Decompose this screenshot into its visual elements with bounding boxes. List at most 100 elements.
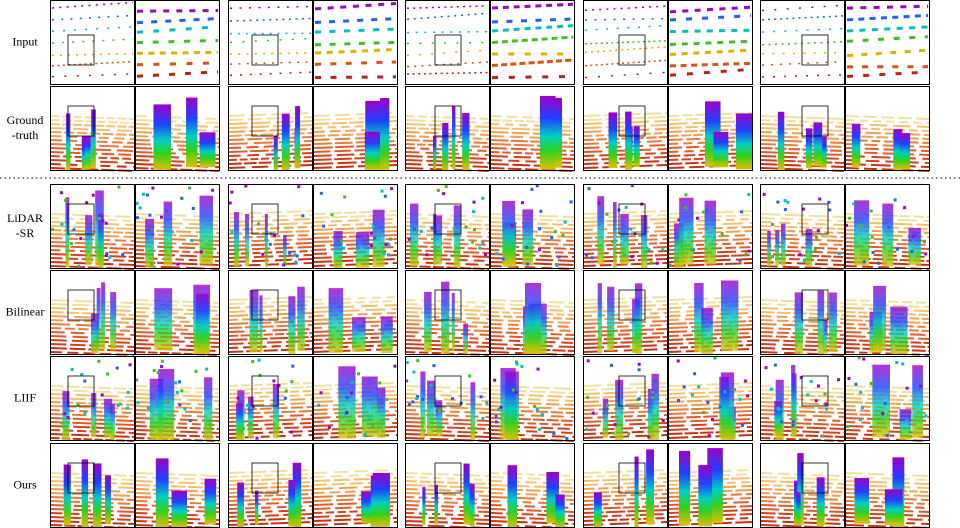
panel: [50, 270, 135, 356]
noise-point: [244, 184, 248, 188]
noise-point: [205, 367, 209, 371]
scan-line: [135, 115, 220, 120]
object-points: [597, 196, 605, 265]
noise-point: [682, 385, 686, 389]
object-points: [427, 380, 435, 437]
zoom-box: [801, 375, 829, 407]
noise-point: [319, 391, 323, 395]
noise-point: [690, 393, 694, 397]
panel: [405, 0, 490, 85]
panel-border: [405, 184, 490, 269]
noise-point: [261, 252, 265, 256]
panel: [135, 184, 220, 270]
noise-point: [813, 248, 817, 252]
object-points: [91, 393, 97, 437]
scan-line: [405, 500, 490, 505]
scan-line: [228, 234, 313, 239]
scan-line: [50, 520, 135, 525]
panel-bg: [313, 0, 398, 85]
noise-point: [514, 390, 518, 394]
noise-point: [611, 431, 615, 435]
noise-point: [147, 406, 151, 410]
scan-line: [405, 508, 490, 513]
scan-line: [845, 115, 930, 120]
object-points: [281, 113, 290, 171]
noise-point: [438, 409, 442, 413]
noise-point: [511, 388, 515, 392]
scan-line: [846, 70, 929, 78]
panel: [583, 443, 668, 528]
noise-point: [188, 186, 192, 190]
scan-line: [668, 406, 753, 411]
scan-line: [845, 307, 930, 312]
noise-point: [452, 227, 456, 231]
scan-line: [314, 47, 397, 55]
object-points: [110, 292, 117, 351]
noise-point: [630, 255, 634, 259]
scan-line: [405, 143, 490, 148]
scan-line: [583, 348, 668, 353]
object-points: [797, 453, 804, 525]
scan-line: [583, 250, 668, 255]
noise-point: [350, 381, 354, 385]
zoom-box: [67, 105, 95, 137]
panel: [583, 86, 668, 171]
noise-point: [606, 404, 610, 408]
noise-point: [702, 210, 706, 214]
scan-line: [405, 488, 490, 493]
object-points: [912, 365, 923, 438]
scan-line: [490, 488, 575, 493]
object-points: [822, 319, 828, 354]
panel-border: [490, 184, 575, 269]
noise-point: [393, 364, 397, 368]
noise-point: [178, 380, 182, 384]
panel-border: [583, 0, 668, 85]
scan-line: [405, 245, 490, 250]
scan-line: [490, 496, 575, 501]
object-points: [171, 490, 188, 528]
panel-border: [50, 270, 135, 355]
scan-line: [405, 155, 490, 160]
scan-line: [668, 414, 753, 419]
scan-line: [405, 221, 490, 226]
noise-point: [801, 207, 805, 211]
object-points: [186, 97, 198, 168]
object-points: [646, 449, 654, 524]
scan-line: [760, 163, 845, 168]
noise-point: [533, 404, 537, 408]
object-points: [85, 215, 93, 265]
scan-line: [228, 250, 313, 255]
scan-line: [760, 135, 845, 140]
noise-point: [345, 396, 349, 400]
scan-line: [405, 476, 490, 481]
noise-point: [425, 253, 429, 257]
scan-line: [50, 221, 135, 226]
scan-line: [136, 70, 219, 78]
zoom-box: [434, 34, 462, 66]
panel-border: [135, 86, 220, 171]
object-points: [679, 450, 691, 526]
noise-point: [317, 403, 321, 407]
panel-border: [845, 86, 930, 171]
scan-line: [845, 151, 930, 156]
noise-point: [412, 227, 416, 231]
panel-border: [313, 86, 398, 171]
scan-line: [313, 501, 398, 506]
panel-bg: [135, 0, 220, 85]
noise-point: [783, 199, 787, 203]
panel-border: [50, 86, 135, 171]
object-points: [163, 201, 173, 266]
object-points: [767, 230, 771, 267]
noise-point: [421, 397, 425, 401]
noise-point: [191, 206, 195, 210]
zoom-box: [67, 289, 95, 321]
row-label: Input: [12, 34, 38, 48]
object-points: [735, 113, 753, 170]
scan-line: [845, 476, 930, 481]
scan-line: [228, 262, 313, 267]
noise-point: [199, 250, 203, 254]
zoom-box: [618, 34, 646, 66]
scan-line: [313, 254, 398, 259]
zoom-box: [618, 375, 646, 407]
noise-point: [59, 191, 63, 195]
